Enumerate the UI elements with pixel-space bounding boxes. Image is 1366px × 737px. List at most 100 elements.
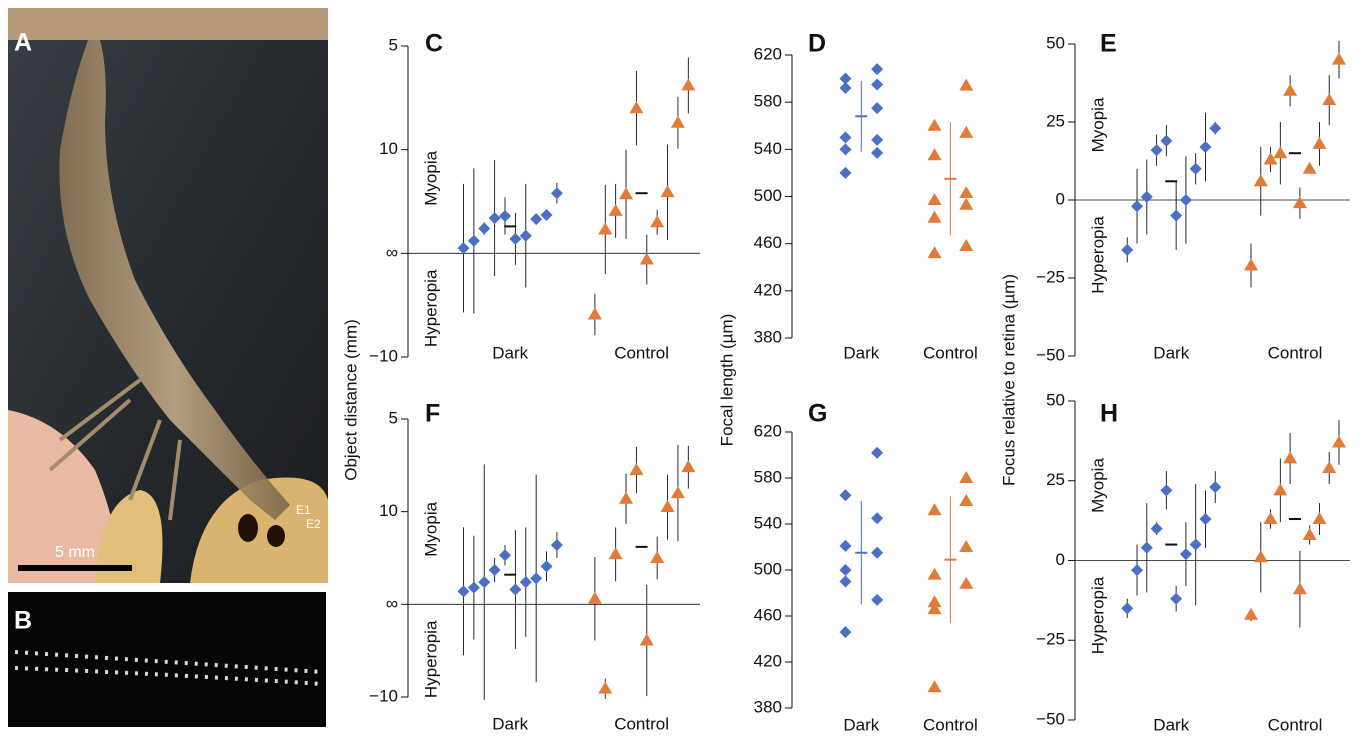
data-point [1322, 460, 1337, 473]
shrimp-body [59, 40, 290, 520]
data-point [1312, 136, 1327, 149]
data-point [467, 581, 480, 594]
y-tick-label: −10 [369, 686, 398, 705]
data-point [1179, 194, 1192, 206]
data-point [871, 78, 884, 91]
data-point [1283, 451, 1298, 464]
y-tick-label: 380 [754, 327, 782, 346]
scale-bar-label: 5 mm [55, 544, 95, 561]
data-point [871, 102, 884, 115]
data-point [478, 222, 491, 235]
data-point [1312, 512, 1327, 525]
y-tick-label: −10 [369, 346, 398, 365]
data-point [488, 564, 501, 577]
data-point [681, 460, 696, 473]
category-label: Control [614, 343, 669, 362]
data-point [1170, 209, 1183, 222]
photo-annotation: E1 [296, 503, 311, 517]
data-point [509, 583, 522, 596]
axis-annotation: Myopia [1088, 97, 1107, 152]
data-point [598, 681, 613, 694]
data-point [598, 222, 613, 235]
data-point [839, 82, 852, 95]
data-point [1150, 144, 1163, 157]
y-tick-label: 50 [1046, 390, 1065, 409]
data-point [959, 125, 974, 138]
data-point [839, 564, 852, 576]
photo-top-band [8, 8, 328, 40]
data-point [670, 486, 685, 499]
data-point [839, 539, 852, 552]
data-point [839, 131, 852, 144]
data-point [639, 633, 654, 646]
category-label: Dark [1153, 715, 1189, 734]
data-point [927, 118, 942, 131]
y-tick-label: ∞ [386, 243, 398, 262]
y-tick-label: 0 [1056, 189, 1065, 208]
axis-annotation: Hyperopia [1088, 216, 1107, 294]
y-tick-label: −25 [1036, 267, 1065, 286]
category-label: Dark [492, 343, 528, 362]
data-point [670, 115, 685, 128]
photo-object [190, 477, 328, 583]
data-point [1121, 602, 1134, 615]
data-point [927, 148, 942, 161]
data-point [457, 585, 470, 598]
category-label: Dark [492, 714, 528, 733]
photo-object [8, 410, 120, 583]
data-point [587, 591, 602, 604]
data-point [1332, 435, 1346, 448]
photo-stripe [14, 650, 323, 674]
data-point [1160, 134, 1173, 147]
y-tick-label: 25 [1046, 470, 1065, 489]
axis-annotation: Myopia [1088, 458, 1107, 513]
axis-annotation: Myopia [421, 501, 440, 556]
data-point [499, 549, 512, 562]
data-point [839, 143, 852, 156]
data-point [839, 166, 852, 179]
data-point [530, 213, 543, 226]
panel-letter: F [425, 400, 440, 428]
data-point [478, 576, 491, 589]
data-point [1140, 541, 1153, 554]
data-point [1322, 93, 1337, 106]
y-tick-label: 580 [754, 467, 782, 486]
data-point [871, 546, 884, 559]
y-tick-label: 380 [754, 697, 782, 716]
data-point [550, 539, 563, 552]
shrimp-eye [238, 514, 258, 542]
y-tick-label: 540 [754, 513, 782, 532]
panel-letter: C [425, 30, 443, 58]
data-point [467, 234, 480, 247]
data-point [509, 232, 522, 245]
data-point [871, 133, 884, 146]
data-point [1179, 548, 1192, 561]
data-point [650, 551, 665, 563]
data-point [1170, 592, 1183, 605]
axis-annotation: Myopia [421, 150, 440, 205]
data-point [1292, 582, 1307, 595]
data-point [1244, 258, 1258, 271]
data-point [660, 185, 675, 198]
data-point [1199, 513, 1212, 526]
data-point [530, 572, 543, 585]
data-point [959, 185, 974, 198]
y-axis-label: Focus relative to retina (µm) [999, 274, 1018, 486]
data-point [639, 252, 654, 265]
category-label: Control [1268, 715, 1323, 734]
data-point [550, 187, 563, 200]
data-point [1253, 550, 1268, 563]
data-point [959, 494, 974, 506]
data-point [927, 246, 942, 259]
y-tick-label: 540 [754, 139, 782, 158]
panel-letter: A [14, 29, 32, 57]
category-label: Dark [843, 343, 879, 362]
shrimp-eye [267, 525, 285, 547]
data-point [1121, 243, 1134, 256]
axis-annotation: Hyperopia [1088, 576, 1107, 654]
data-point [519, 576, 532, 589]
data-point [519, 229, 532, 242]
data-point [499, 210, 512, 223]
data-point [1131, 200, 1144, 213]
data-point [1332, 52, 1346, 65]
